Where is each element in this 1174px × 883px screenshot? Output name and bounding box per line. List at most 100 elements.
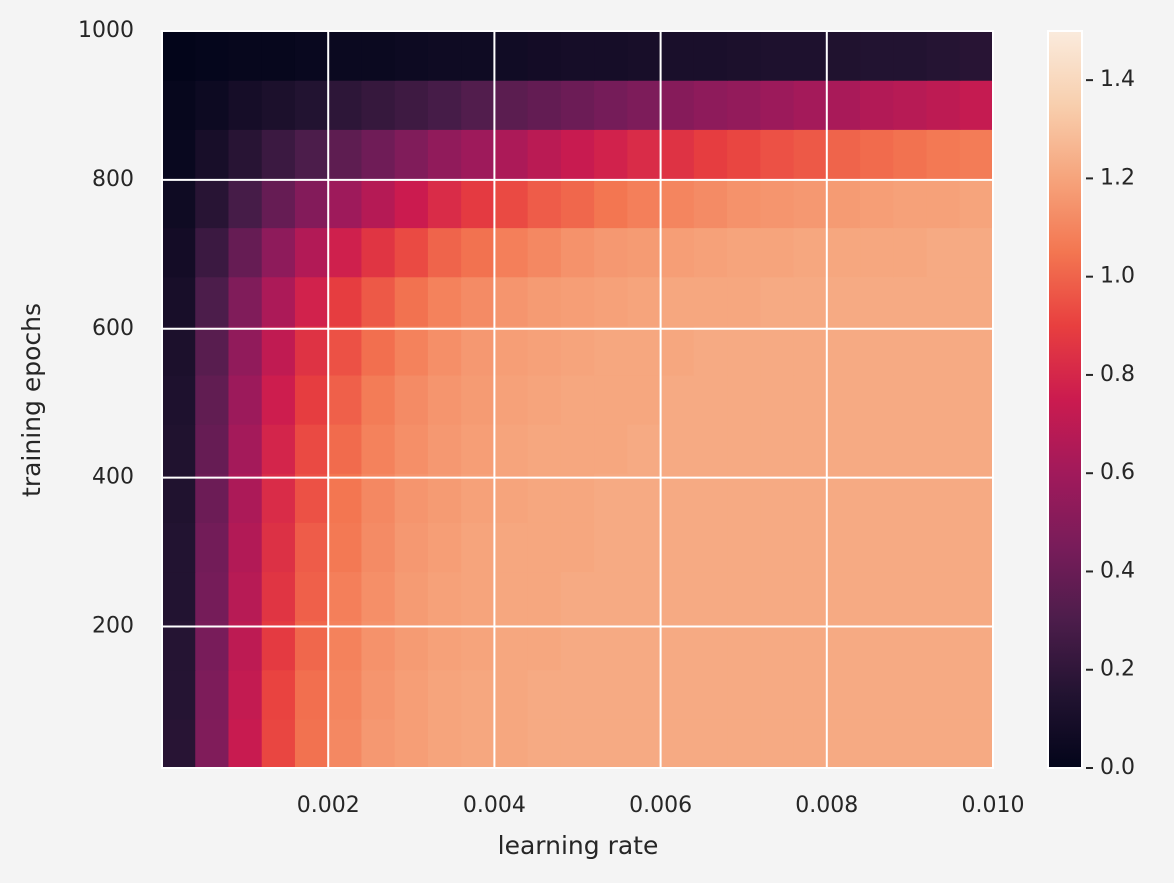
heat-cell	[427, 227, 462, 278]
heat-cell	[627, 325, 662, 376]
heat-cell	[162, 620, 196, 671]
heat-cell	[727, 424, 761, 474]
heat-cell	[793, 571, 828, 622]
heat-cell	[826, 325, 861, 376]
heat-cell	[560, 620, 595, 671]
heat-cell	[793, 374, 828, 425]
heat-cell	[527, 718, 562, 769]
heat-cell	[959, 129, 994, 179]
heat-cell	[527, 80, 562, 130]
heat-cell	[926, 31, 961, 81]
heat-cell	[195, 178, 230, 229]
heat-cell	[560, 571, 595, 622]
heat-cell	[594, 571, 628, 622]
heat-cell	[926, 669, 961, 720]
heat-cell	[261, 374, 296, 425]
heat-cell	[394, 227, 429, 278]
x-tick-label: 0.008	[795, 793, 858, 818]
heat-cell	[560, 473, 595, 523]
heat-cell	[760, 325, 795, 376]
colorbar-tick-label: 0.8	[1100, 362, 1135, 387]
heat-cell	[461, 473, 495, 523]
heat-cell	[195, 325, 230, 376]
heat-cell	[294, 473, 329, 523]
heat-cell	[261, 718, 296, 769]
heat-cell	[627, 571, 662, 622]
heat-cell	[959, 178, 994, 229]
heat-cell	[494, 31, 529, 81]
heat-cell	[228, 80, 263, 130]
heat-cell	[926, 276, 961, 327]
heat-cell	[594, 178, 628, 229]
heat-cell	[461, 178, 495, 229]
heat-cell	[162, 374, 196, 425]
heat-cell	[527, 227, 562, 278]
heat-cell	[627, 31, 662, 81]
heat-cell	[860, 80, 894, 130]
heat-cell	[760, 620, 795, 671]
heat-cell	[261, 129, 296, 179]
heat-cell	[627, 227, 662, 278]
y-tick-label: 800	[92, 167, 134, 192]
heat-cell	[594, 424, 628, 474]
heat-cell	[461, 80, 495, 130]
heat-cell	[361, 31, 396, 81]
heat-cell	[860, 473, 894, 523]
heat-cell	[826, 374, 861, 425]
heat-cell	[494, 669, 529, 720]
heat-cell	[427, 718, 462, 769]
heat-cell	[959, 473, 994, 523]
heat-cell	[427, 669, 462, 720]
heat-cell	[361, 620, 396, 671]
heat-cell	[560, 522, 595, 573]
heat-cell	[560, 276, 595, 327]
y-tick-label: 600	[92, 316, 134, 341]
heat-cell	[860, 325, 894, 376]
heat-cell	[361, 374, 396, 425]
heat-cell	[328, 178, 363, 229]
heat-cell	[693, 669, 728, 720]
heat-cell	[660, 276, 695, 327]
heat-cell	[494, 80, 529, 130]
heat-cell	[461, 129, 495, 179]
heat-cell	[926, 227, 961, 278]
heat-cell	[195, 424, 230, 474]
colorbar	[1047, 30, 1083, 769]
heat-cell	[760, 276, 795, 327]
heat-cell	[162, 571, 196, 622]
heat-cell	[693, 276, 728, 327]
heat-cell	[261, 178, 296, 229]
heat-cell	[494, 129, 529, 179]
heat-cell	[760, 718, 795, 769]
heat-cell	[860, 227, 894, 278]
heat-cell	[926, 129, 961, 179]
heat-cell	[427, 424, 462, 474]
heat-cell	[261, 571, 296, 622]
heat-cell	[527, 129, 562, 179]
heat-cell	[760, 424, 795, 474]
heat-cell	[893, 31, 928, 81]
y-tick-label: 1000	[78, 18, 134, 43]
heat-cell	[660, 571, 695, 622]
heat-cell	[959, 31, 994, 81]
heat-cell	[494, 718, 529, 769]
heat-cell	[793, 178, 828, 229]
heat-cell	[860, 374, 894, 425]
heat-cell	[893, 473, 928, 523]
x-tick-label: 0.002	[297, 793, 360, 818]
heat-cell	[693, 571, 728, 622]
heat-cell	[660, 424, 695, 474]
heat-cell	[461, 620, 495, 671]
heat-cell	[826, 473, 861, 523]
heat-cell	[727, 80, 761, 130]
heat-cell	[627, 374, 662, 425]
heat-cell	[294, 522, 329, 573]
heat-cell	[893, 522, 928, 573]
heat-cell	[727, 571, 761, 622]
heat-cell	[162, 129, 196, 179]
heat-cell	[560, 374, 595, 425]
heat-cell	[793, 129, 828, 179]
heat-cell	[228, 571, 263, 622]
heat-cell	[893, 129, 928, 179]
heat-cell	[162, 276, 196, 327]
